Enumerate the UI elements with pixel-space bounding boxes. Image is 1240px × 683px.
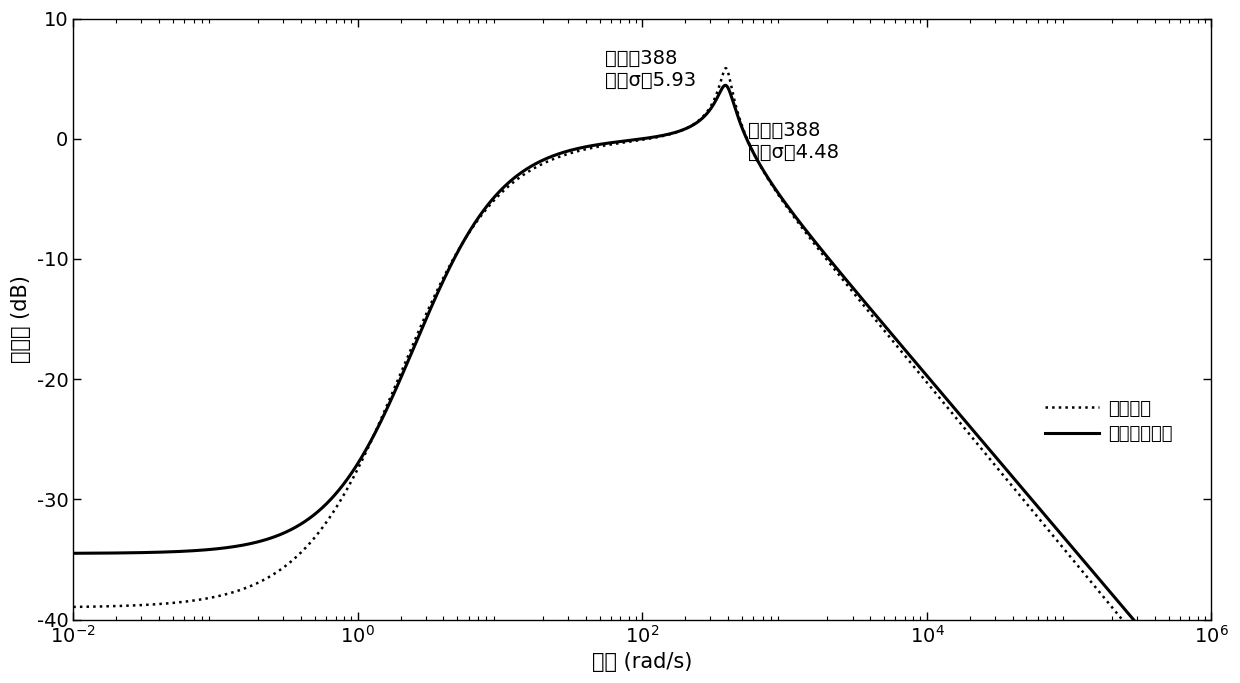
Legend: 未加优化, 粒子算法优化: 未加优化, 粒子算法优化 — [1038, 393, 1179, 450]
Text: 频率：388
最大σ：4.48: 频率：388 最大σ：4.48 — [748, 121, 838, 162]
Text: 频率：388
最大σ：5.93: 频率：388 最大σ：5.93 — [605, 48, 697, 89]
Y-axis label: 奇异值 (dB): 奇异值 (dB) — [11, 275, 31, 363]
X-axis label: 频率 (rad/s): 频率 (rad/s) — [593, 652, 693, 672]
